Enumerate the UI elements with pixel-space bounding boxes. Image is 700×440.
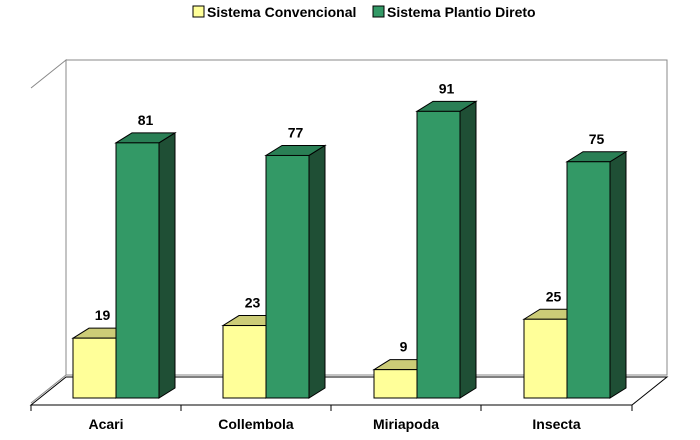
bar-front	[416, 110, 461, 399]
data-label: 9	[400, 339, 408, 355]
x-axis: Acari Collembola Miriapoda Insecta	[30, 404, 633, 432]
x-tick-label-collembola: Collembola	[218, 416, 294, 432]
bar-front	[222, 325, 267, 399]
data-label: 19	[95, 307, 111, 323]
legend-swatch-plantio-direto	[372, 5, 385, 18]
bar-miriapoda-plantio-direto: 91	[415, 80, 478, 399]
bar-front	[373, 369, 418, 399]
bar-side	[609, 150, 627, 399]
bar-front	[115, 142, 160, 399]
data-label: 81	[138, 112, 154, 128]
x-tick-label-acari: Acari	[88, 416, 123, 432]
data-label: 23	[245, 295, 261, 311]
bar-side	[459, 100, 477, 399]
x-tick-label-insecta: Insecta	[532, 416, 580, 432]
data-label: 77	[288, 124, 304, 140]
legend: Sistema Convencional Sistema Plantio Dir…	[192, 4, 536, 20]
bar-collembola-plantio-direto: 77	[264, 124, 327, 399]
bar-side	[158, 131, 176, 399]
data-label: 25	[546, 288, 562, 304]
x-tick-label-miriapoda: Miriapoda	[373, 416, 439, 432]
bar-insecta-plantio-direto: 75	[565, 131, 628, 399]
legend-label-convencional: Sistema Convencional	[207, 4, 356, 20]
bar-front	[523, 318, 568, 399]
bars: 19 81 23 77 9 91 25 75	[71, 80, 628, 399]
legend-swatch-convencional	[192, 5, 205, 18]
bar-front	[566, 161, 611, 399]
bar-acari-plantio-direto: 81	[114, 112, 177, 399]
data-label: 91	[439, 80, 455, 96]
bar-side	[308, 144, 326, 399]
bar-front	[265, 154, 310, 399]
bar-front	[72, 337, 117, 399]
legend-label-plantio-direto: Sistema Plantio Direto	[387, 4, 536, 20]
left-wall	[30, 58, 67, 404]
data-label: 75	[589, 131, 605, 147]
